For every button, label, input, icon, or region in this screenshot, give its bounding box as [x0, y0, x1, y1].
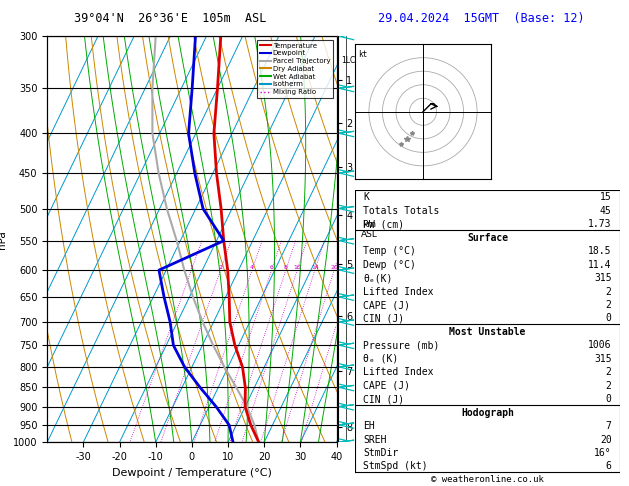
Text: 6: 6 [270, 265, 274, 270]
Text: 2: 2 [606, 287, 611, 296]
Text: 0: 0 [606, 313, 611, 324]
Text: 14: 14 [311, 265, 319, 270]
Text: 11.4: 11.4 [588, 260, 611, 270]
Text: 10: 10 [293, 265, 301, 270]
Text: 315: 315 [594, 354, 611, 364]
Text: 8: 8 [284, 265, 288, 270]
Text: © weatheronline.co.uk: © weatheronline.co.uk [431, 474, 544, 484]
Text: 1: 1 [189, 265, 193, 270]
Y-axis label: hPa: hPa [0, 230, 8, 249]
Text: 2: 2 [606, 381, 611, 391]
Y-axis label: km
ASL: km ASL [360, 220, 377, 240]
Text: CAPE (J): CAPE (J) [364, 381, 410, 391]
Text: 45: 45 [600, 206, 611, 216]
Text: Lifted Index: Lifted Index [364, 287, 434, 296]
Text: 2: 2 [606, 300, 611, 310]
Text: 1.73: 1.73 [588, 219, 611, 229]
Text: Hodograph: Hodograph [461, 408, 514, 417]
Text: θₑ (K): θₑ (K) [364, 354, 399, 364]
Text: CAPE (J): CAPE (J) [364, 300, 410, 310]
Text: 2: 2 [219, 265, 223, 270]
X-axis label: Dewpoint / Temperature (°C): Dewpoint / Temperature (°C) [112, 468, 272, 478]
Text: 0: 0 [606, 394, 611, 404]
Text: 15: 15 [600, 192, 611, 203]
Text: 7: 7 [606, 421, 611, 431]
Text: 1LCL: 1LCL [341, 56, 359, 66]
Text: 4: 4 [250, 265, 254, 270]
Text: SREH: SREH [364, 434, 387, 445]
Text: 20: 20 [600, 434, 611, 445]
Text: 20: 20 [330, 265, 338, 270]
Text: 18.5: 18.5 [588, 246, 611, 256]
Text: Surface: Surface [467, 233, 508, 243]
Text: Most Unstable: Most Unstable [449, 327, 526, 337]
Text: K: K [364, 192, 369, 203]
Text: StmSpd (kt): StmSpd (kt) [364, 461, 428, 471]
Text: 2: 2 [606, 367, 611, 377]
Text: CIN (J): CIN (J) [364, 394, 404, 404]
Text: PW (cm): PW (cm) [364, 219, 404, 229]
Text: 39°04'N  26°36'E  105m  ASL: 39°04'N 26°36'E 105m ASL [74, 12, 266, 25]
Text: 16°: 16° [594, 448, 611, 458]
Text: kt: kt [358, 50, 367, 59]
Text: Pressure (mb): Pressure (mb) [364, 340, 440, 350]
Legend: Temperature, Dewpoint, Parcel Trajectory, Dry Adiabat, Wet Adiabat, Isotherm, Mi: Temperature, Dewpoint, Parcel Trajectory… [257, 40, 333, 98]
Text: 315: 315 [594, 273, 611, 283]
Text: Dewp (°C): Dewp (°C) [364, 260, 416, 270]
Text: Temp (°C): Temp (°C) [364, 246, 416, 256]
Text: 1006: 1006 [588, 340, 611, 350]
Text: CIN (J): CIN (J) [364, 313, 404, 324]
Text: EH: EH [364, 421, 375, 431]
Text: Lifted Index: Lifted Index [364, 367, 434, 377]
Text: StmDir: StmDir [364, 448, 399, 458]
Text: 6: 6 [606, 461, 611, 471]
Text: 29.04.2024  15GMT  (Base: 12): 29.04.2024 15GMT (Base: 12) [378, 12, 584, 25]
Text: θₑ(K): θₑ(K) [364, 273, 392, 283]
Text: Totals Totals: Totals Totals [364, 206, 440, 216]
